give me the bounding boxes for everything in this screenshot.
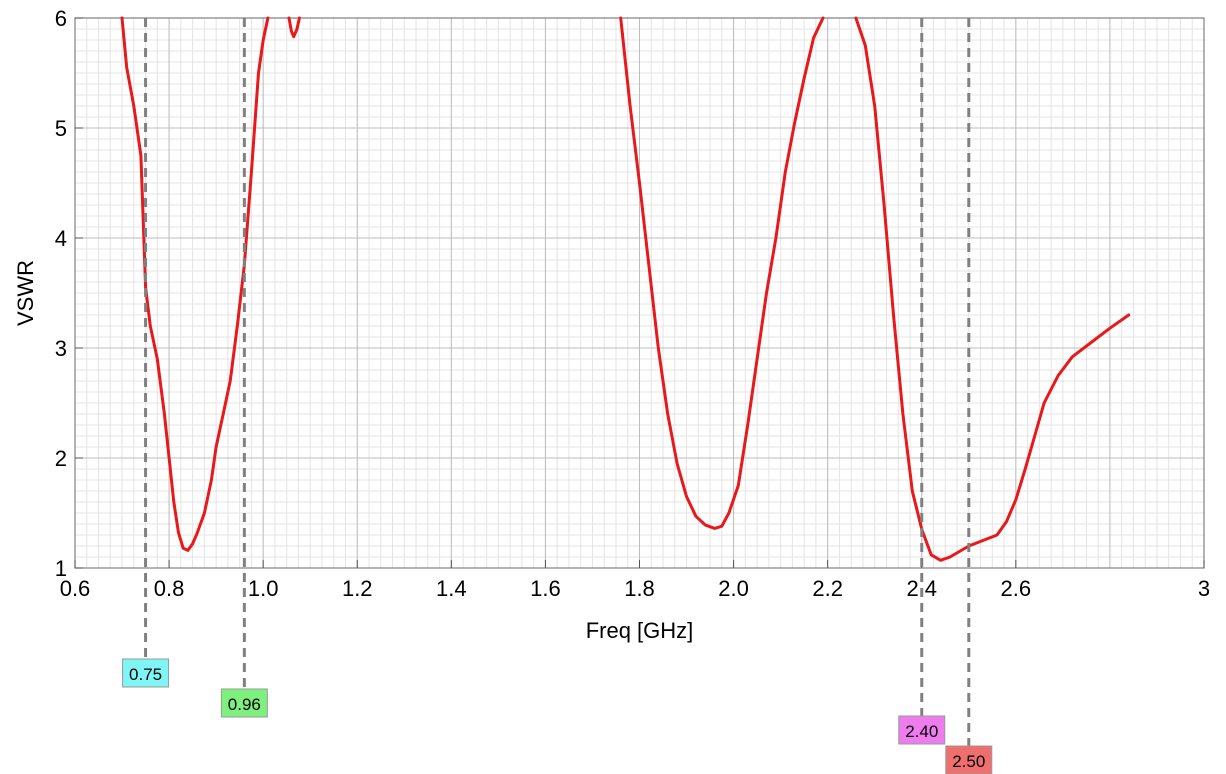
x-tick-label: 0.8 bbox=[154, 576, 185, 601]
y-tick-label: 2 bbox=[55, 446, 67, 471]
vswr-curve-segment bbox=[619, 16, 825, 530]
x-tick-label: 1.0 bbox=[248, 576, 279, 601]
marker-value-label: 2.50 bbox=[952, 752, 985, 771]
vswr-curve-segment bbox=[287, 16, 301, 39]
x-tick-label: 1.8 bbox=[624, 576, 655, 601]
x-tick-label: 2.6 bbox=[1001, 576, 1032, 601]
x-tick-label: 2.2 bbox=[812, 576, 843, 601]
y-tick-label: 5 bbox=[55, 116, 67, 141]
marker-value-box bbox=[122, 658, 170, 688]
marker-value-box bbox=[220, 688, 268, 718]
y-axis-ticks: 1 2 3 4 5 6 bbox=[55, 6, 83, 581]
x-tick-label: 1.4 bbox=[436, 576, 467, 601]
marker-value-label: 0.75 bbox=[129, 665, 162, 684]
marker-layer: 0.75 0.96 2.40 2.50 bbox=[122, 18, 993, 774]
marker-value-label: 0.96 bbox=[228, 695, 261, 714]
marker-value-label: 2.40 bbox=[905, 722, 938, 741]
x-tick-label: 1.6 bbox=[530, 576, 561, 601]
y-tick-label: 4 bbox=[55, 226, 67, 251]
x-tick-label: 0.6 bbox=[60, 576, 91, 601]
y-tick-label: 3 bbox=[55, 336, 67, 361]
y-axis-label: VSWR bbox=[13, 260, 38, 326]
y-tick-label: 6 bbox=[55, 6, 67, 31]
x-tick-label: 3 bbox=[1198, 576, 1210, 601]
x-tick-label: 1.2 bbox=[342, 576, 373, 601]
x-axis-label: Freq [GHz] bbox=[586, 618, 694, 643]
y-tick-label: 1 bbox=[55, 556, 67, 581]
marker-value-box bbox=[898, 715, 946, 745]
x-axis-ticks: 0.6 0.8 1.0 1.2 1.4 1.6 1.8 2.0 2.2 2.4 2.6 3 bbox=[60, 560, 1210, 601]
marker-value-box bbox=[945, 745, 993, 774]
series-layer bbox=[120, 16, 1131, 562]
vswr-curve-segment bbox=[120, 16, 270, 552]
x-tick-label: 2.0 bbox=[718, 576, 749, 601]
